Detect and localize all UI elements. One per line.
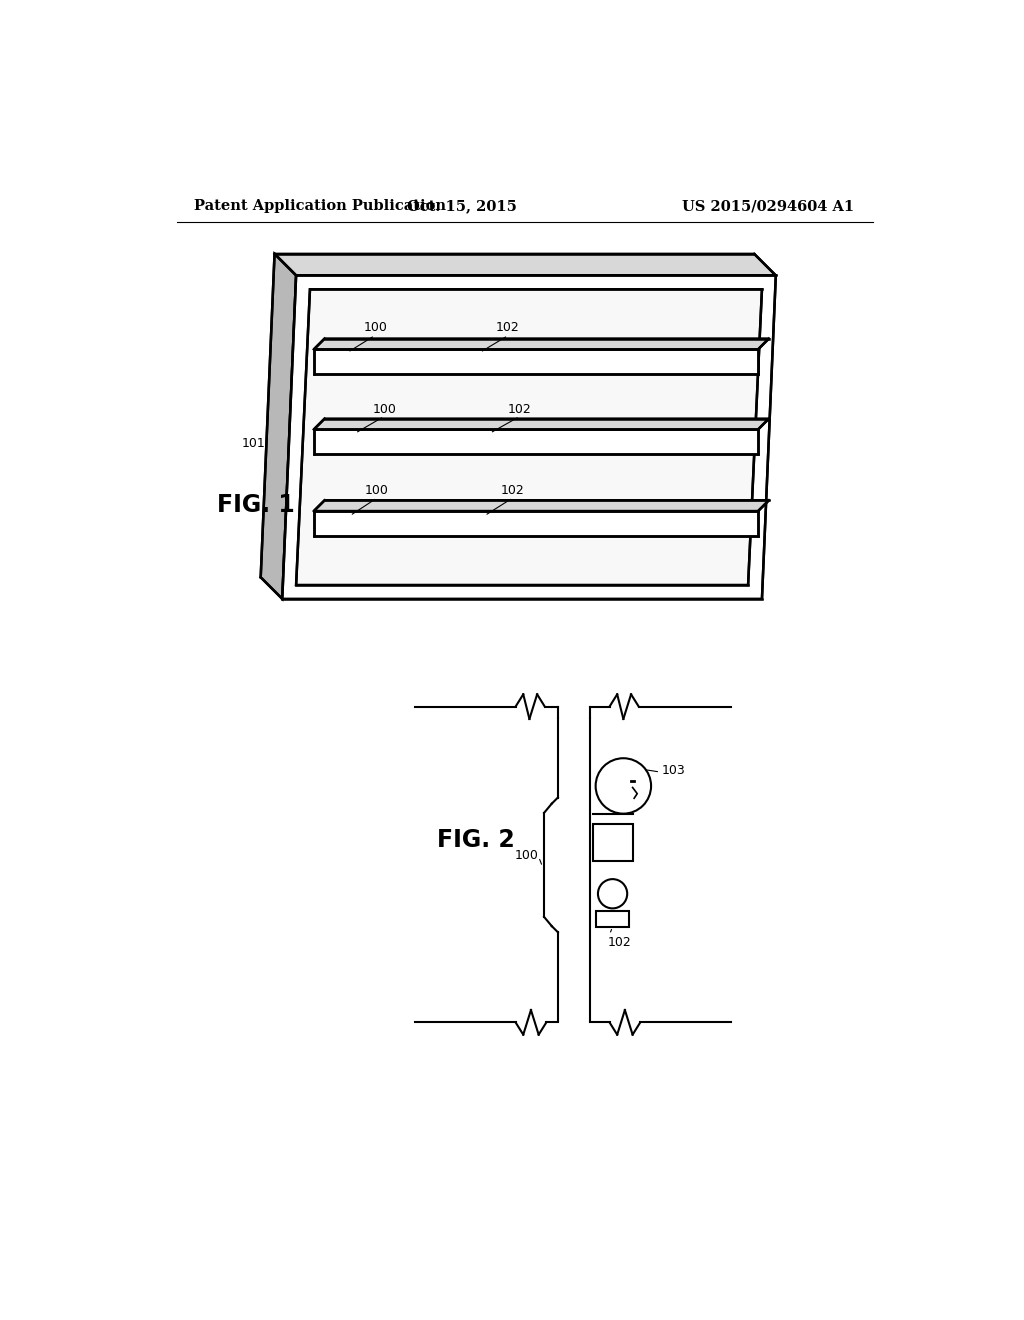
Bar xyxy=(593,825,633,862)
Polygon shape xyxy=(313,500,769,511)
Text: 100: 100 xyxy=(364,321,387,334)
Text: US 2015/0294604 A1: US 2015/0294604 A1 xyxy=(682,199,854,213)
Text: 102: 102 xyxy=(501,484,524,498)
Text: 102: 102 xyxy=(496,321,520,334)
Text: 100: 100 xyxy=(373,403,396,416)
Polygon shape xyxy=(296,289,762,585)
Polygon shape xyxy=(313,339,769,350)
Polygon shape xyxy=(313,418,769,429)
Text: 102: 102 xyxy=(508,403,531,416)
Text: FIG. 2: FIG. 2 xyxy=(437,828,515,851)
Text: 103: 103 xyxy=(662,764,686,777)
Polygon shape xyxy=(313,350,758,374)
Text: 100: 100 xyxy=(365,484,389,498)
Polygon shape xyxy=(283,276,776,599)
Text: Patent Application Publication: Patent Application Publication xyxy=(194,199,445,213)
Polygon shape xyxy=(261,253,296,599)
Text: 102: 102 xyxy=(608,936,632,949)
Polygon shape xyxy=(274,253,776,276)
Text: Oct. 15, 2015: Oct. 15, 2015 xyxy=(407,199,516,213)
Polygon shape xyxy=(313,429,758,454)
Polygon shape xyxy=(313,511,758,536)
Text: FIG. 1: FIG. 1 xyxy=(217,492,295,517)
Text: 101: 101 xyxy=(242,437,265,450)
Text: 100: 100 xyxy=(515,849,539,862)
Bar xyxy=(596,911,629,927)
